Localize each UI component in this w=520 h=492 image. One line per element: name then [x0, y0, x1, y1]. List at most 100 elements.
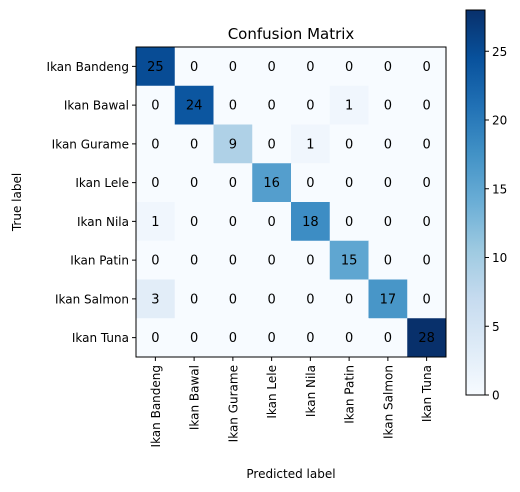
heatmap-cell [368, 279, 408, 319]
chart-title: Confusion Matrix [228, 25, 355, 43]
colorbar-gradient [465, 9, 486, 396]
heatmap-cell [407, 124, 447, 164]
cell-value-label: 28 [418, 331, 435, 346]
heatmap-cell [291, 318, 331, 358]
heatmap-cell [407, 318, 447, 358]
heatmap-cell [174, 240, 214, 280]
x-tick-label: Ikan Lele [265, 365, 279, 419]
y-tick-label: Ikan Nila [77, 215, 129, 229]
cell-value-label: 0 [229, 60, 237, 75]
heatmap-cell [136, 202, 176, 242]
heatmap-cell [174, 202, 214, 242]
cell-value-label: 0 [345, 292, 353, 307]
cell-value-label: 0 [151, 254, 159, 269]
cell-value-label: 0 [151, 137, 159, 152]
heatmap-cell [136, 318, 176, 358]
heatmap-cell [174, 47, 214, 87]
cell-value-label: 0 [267, 99, 275, 114]
heatmap-cell [329, 318, 369, 358]
heatmap-cell [407, 47, 447, 87]
heatmap-cell [368, 47, 408, 87]
heatmap-cell [136, 240, 176, 280]
colorbar-tick-label: 20 [492, 114, 507, 128]
cell-value-label: 0 [422, 254, 430, 269]
cell-value-label: 9 [229, 137, 237, 152]
heatmap-cell [329, 124, 369, 164]
y-axis-label: True label [10, 173, 24, 232]
cell-value-label: 0 [190, 60, 198, 75]
heatmap-cell [252, 279, 292, 319]
colorbar-tick-label: 5 [492, 320, 500, 334]
heatmap-cell [136, 163, 176, 203]
cell-value-label: 0 [306, 292, 314, 307]
heatmap-cell [329, 202, 369, 242]
heatmap-cell [368, 202, 408, 242]
heatmap-cell [291, 202, 331, 242]
cell-value-label: 0 [267, 331, 275, 346]
heatmap-cell [252, 202, 292, 242]
cell-value-label: 0 [345, 60, 353, 75]
cell-value-label: 0 [267, 215, 275, 230]
heatmap-cell [368, 124, 408, 164]
heatmap-cell [174, 163, 214, 203]
heatmap-cell [252, 124, 292, 164]
heatmap-cell [213, 163, 253, 203]
heatmap-cell [291, 124, 331, 164]
cell-value-label: 0 [229, 254, 237, 269]
heatmap-cell [213, 124, 253, 164]
heatmap-cell [407, 240, 447, 280]
heatmap-cell [174, 124, 214, 164]
cell-value-label: 0 [229, 176, 237, 191]
heatmap-cell [407, 202, 447, 242]
y-tick-label: Ikan Bandeng [47, 60, 129, 74]
cell-value-label: 0 [345, 215, 353, 230]
heatmap-cell [213, 279, 253, 319]
heatmap-cell [213, 85, 253, 125]
y-tick-label: Ikan Lele [75, 176, 129, 190]
cell-value-label: 0 [422, 99, 430, 114]
heatmap-cell [136, 47, 176, 87]
y-tick-label: Ikan Tuna [72, 331, 129, 345]
x-tick-label: Ikan Patin [343, 365, 357, 424]
cell-value-label: 0 [306, 176, 314, 191]
cell-value-label: 0 [384, 60, 392, 75]
heatmap-cell [329, 47, 369, 87]
cell-value-label: 0 [384, 254, 392, 269]
cell-value-label: 0 [306, 60, 314, 75]
cell-value-label: 0 [151, 176, 159, 191]
x-tick-label: Ikan Tuna [420, 365, 434, 422]
cell-value-label: 16 [263, 176, 280, 191]
heatmap-cell [368, 318, 408, 358]
heatmap-cell [213, 240, 253, 280]
heatmap-cell [136, 85, 176, 125]
cell-value-label: 0 [384, 215, 392, 230]
cell-value-label: 1 [151, 215, 159, 230]
cell-value-label: 0 [229, 331, 237, 346]
heatmap-cell [136, 124, 176, 164]
x-tick-label: Ikan Bandeng [149, 365, 163, 447]
cell-value-label: 15 [341, 254, 358, 269]
cell-value-label: 0 [267, 254, 275, 269]
y-tick-label: Ikan Gurame [52, 137, 129, 151]
heatmap-cell [252, 163, 292, 203]
cell-value-label: 18 [302, 215, 319, 230]
colorbar-tick-label: 0 [492, 389, 500, 403]
cell-value-label: 0 [267, 137, 275, 152]
cell-value-label: 0 [422, 60, 430, 75]
cell-value-label: 3 [151, 292, 159, 307]
cell-value-label: 0 [190, 254, 198, 269]
heatmap-cell [329, 163, 369, 203]
plot-frame [135, 46, 447, 358]
cell-value-label: 0 [422, 137, 430, 152]
cell-value-label: 0 [267, 292, 275, 307]
heatmap-cell [291, 47, 331, 87]
cell-value-label: 0 [229, 292, 237, 307]
heatmap-cell [407, 279, 447, 319]
heatmap-cell [252, 85, 292, 125]
cell-value-label: 0 [267, 60, 275, 75]
heatmap-cell [174, 279, 214, 319]
x-axis-label: Predicted label [246, 467, 335, 481]
cell-value-label: 0 [306, 331, 314, 346]
heatmap-cell [136, 279, 176, 319]
heatmap-cell [291, 85, 331, 125]
